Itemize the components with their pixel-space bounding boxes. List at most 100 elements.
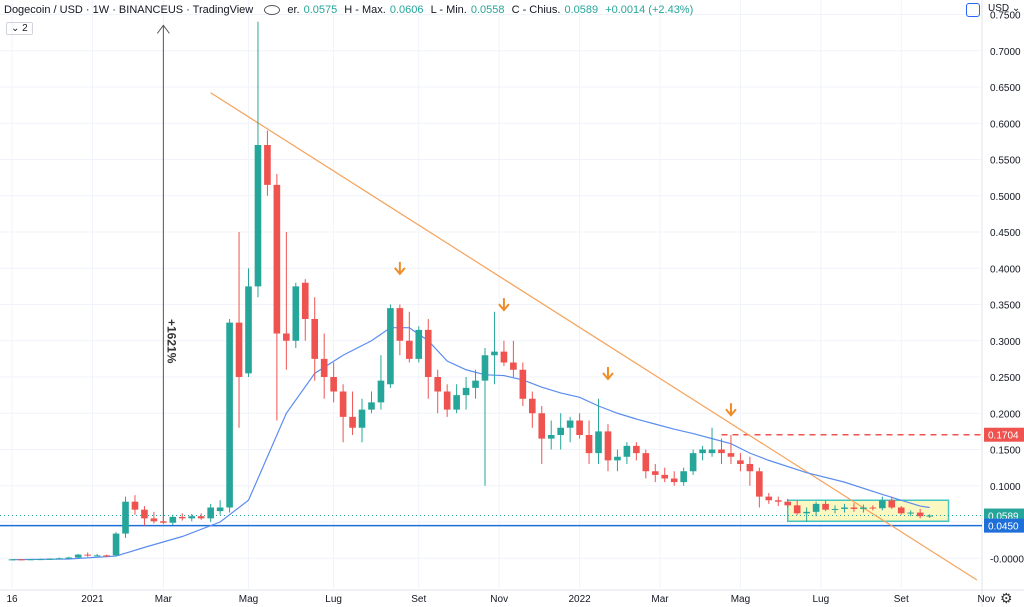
- candle-body: [784, 501, 792, 506]
- candle-body: [718, 449, 725, 454]
- candle-body: [103, 555, 110, 557]
- candle-body: [462, 387, 470, 396]
- candle-body: [74, 554, 82, 558]
- candle-body: [330, 377, 337, 392]
- candle-body: [812, 503, 820, 512]
- overlays: +1621%: [0, 24, 982, 581]
- x-tick-label: Mar: [651, 594, 669, 605]
- candle-body: [822, 503, 829, 510]
- candle-body: [481, 355, 489, 381]
- y-tick-label: 0.1500: [990, 446, 1021, 457]
- gear-icon[interactable]: ⚙: [1000, 590, 1013, 606]
- down-arrow-icon: [602, 372, 614, 381]
- y-tick-label: 0.4000: [990, 264, 1021, 275]
- indicator-count: 2: [22, 23, 28, 34]
- candle-body: [453, 395, 460, 410]
- price-tag-label: 0.0450: [988, 522, 1019, 533]
- x-tick-label: Set: [894, 594, 909, 605]
- candle-body: [746, 464, 754, 472]
- candle-body: [387, 308, 394, 385]
- candle-body: [349, 416, 356, 428]
- candle-body: [916, 512, 924, 517]
- candle-body: [519, 369, 527, 399]
- candle-body: [557, 427, 564, 435]
- candle-body: [197, 516, 205, 519]
- candle-body: [699, 449, 706, 454]
- y-tick-label: 0.1000: [990, 482, 1021, 493]
- candle-body: [831, 508, 839, 510]
- currency-selector[interactable]: USD ⌄: [988, 3, 1021, 14]
- candle-body: [178, 516, 186, 519]
- candle-body: [803, 511, 810, 514]
- x-tick-label: 2021: [81, 594, 104, 605]
- candle-body: [93, 555, 101, 557]
- candle-body: [926, 515, 933, 517]
- x-tick-label: 2022: [568, 594, 591, 605]
- down-arrow-icon: [394, 267, 406, 276]
- x-tick-label: Lug: [812, 594, 829, 605]
- candle-body: [651, 471, 659, 475]
- candle-body: [585, 435, 593, 454]
- candle-body: [841, 507, 848, 509]
- candle-body: [169, 516, 177, 523]
- y-tick-label: 0.7500: [990, 11, 1021, 22]
- low-value: 0.0558: [470, 4, 505, 16]
- candle-body: [680, 471, 687, 483]
- y-tick-label: 0.5000: [990, 192, 1021, 203]
- candle-body: [65, 557, 73, 559]
- high-label: H - Max.: [344, 4, 386, 16]
- candle-body: [339, 391, 347, 417]
- candle-body: [576, 420, 583, 435]
- change-value: +0.0014 (+2.43%): [605, 4, 694, 16]
- down-arrow-icon: [498, 303, 510, 312]
- candle-body: [292, 286, 300, 341]
- candle-body: [424, 329, 432, 377]
- candle-body: [869, 507, 877, 509]
- candle-body: [850, 507, 858, 509]
- candle-body: [689, 453, 697, 472]
- candle-body: [888, 500, 896, 508]
- y-axis: 0.7500 0.7000 0.6500 0.6000 0.5500 0.5000 0.45…: [990, 11, 1024, 566]
- y-tick-label: 0.6500: [990, 83, 1021, 94]
- candle-body: [406, 340, 413, 359]
- candle-body: [235, 322, 243, 377]
- candle-body: [510, 362, 517, 370]
- moving-average-line: [11, 327, 930, 561]
- candle-body: [18, 559, 25, 561]
- eye-icon[interactable]: [264, 5, 281, 16]
- price-tag: [984, 518, 1024, 533]
- candle-body: [55, 558, 63, 560]
- close-label: C - Chius.: [511, 4, 561, 16]
- candle-body: [765, 496, 773, 501]
- symbol-header: Dogecoin / USD · 1W · BINANCEUS · Tradin…: [4, 4, 697, 16]
- y-tick-label: 0.3000: [990, 337, 1021, 348]
- y-tick-label: 0.4500: [990, 228, 1021, 239]
- candle-body: [254, 145, 262, 287]
- candle-body: [670, 478, 678, 483]
- low-label: L - Min.: [430, 4, 467, 16]
- y-tick-label: 0.5500: [990, 156, 1021, 167]
- candle-body: [538, 413, 546, 439]
- candle-body: [226, 322, 233, 508]
- candle-body: [207, 507, 214, 519]
- y-tick-label: 0.3500: [990, 301, 1021, 312]
- candle-body: [8, 559, 16, 561]
- candle-body: [141, 509, 148, 519]
- candle-body: [472, 380, 479, 388]
- symbol-title: Dogecoin / USD · 1W · BINANCEUS · Tradin…: [4, 4, 254, 16]
- candle-body: [112, 533, 120, 556]
- candle-body: [84, 554, 91, 556]
- open-label: er.: [287, 4, 300, 16]
- candle-body: [160, 521, 167, 523]
- candle-body: [358, 409, 366, 428]
- candle-body: [491, 351, 498, 356]
- candle-body: [756, 471, 763, 497]
- candle-body: [897, 507, 905, 514]
- currency-toggle-icon[interactable]: [966, 3, 980, 17]
- indicator-count-badge[interactable]: ⌄ 2: [6, 22, 33, 35]
- candle-body: [264, 145, 271, 185]
- x-tick-label: 16: [6, 594, 18, 605]
- candle-body: [879, 500, 886, 509]
